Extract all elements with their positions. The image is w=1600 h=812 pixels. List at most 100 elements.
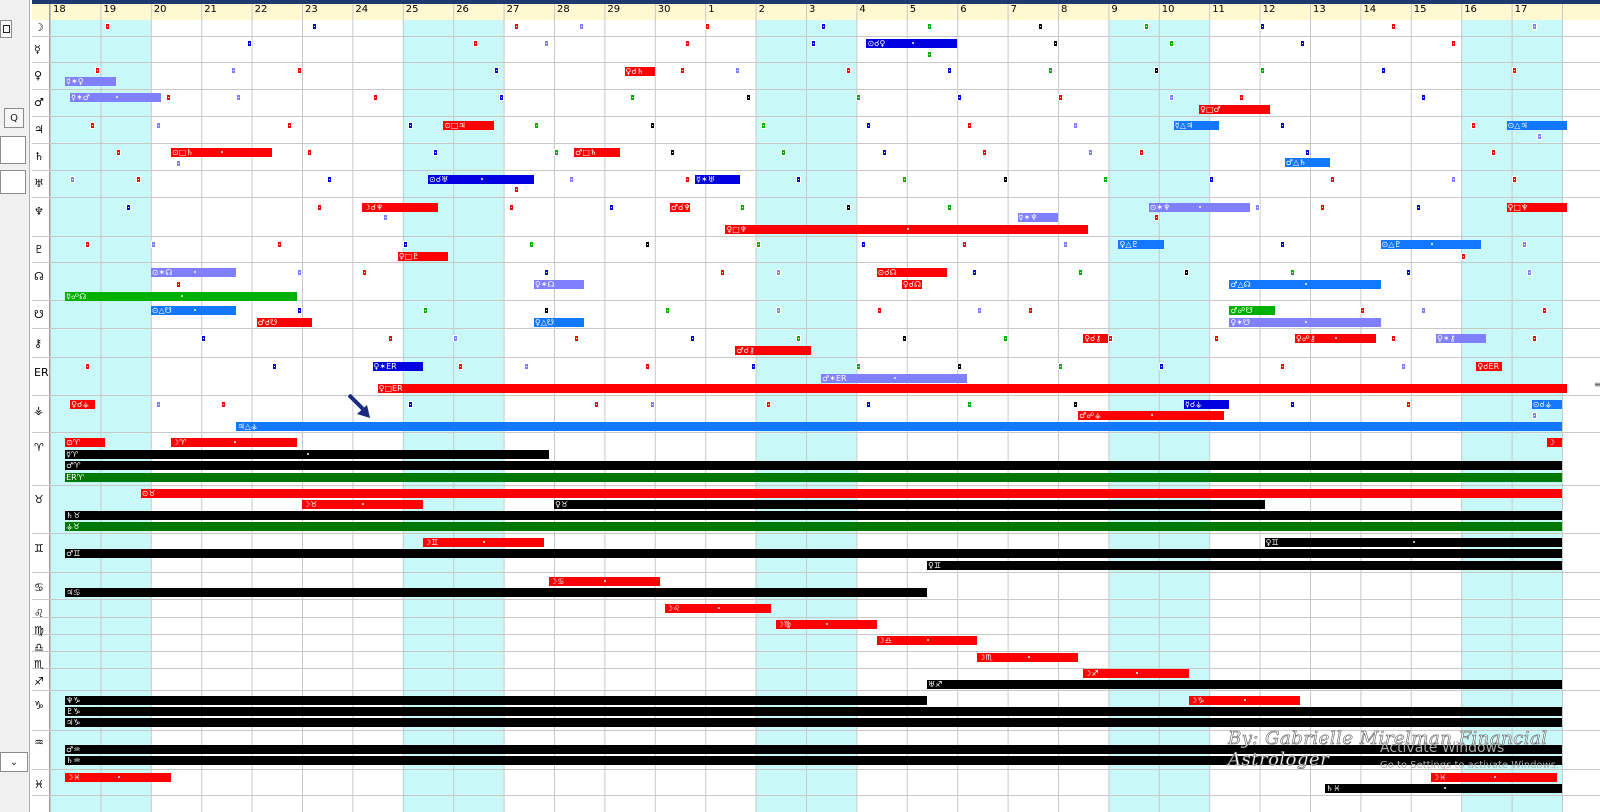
transit-bar-gemini: ♀♊	[1264, 538, 1562, 547]
aspect-marker	[901, 335, 907, 342]
aspect-marker	[1027, 307, 1033, 314]
aspect-marker	[1536, 133, 1542, 140]
transit-bar-pluto: ♀□♇	[397, 252, 449, 261]
transit-bar-label: ♂☌♆	[670, 203, 691, 212]
side-input-1[interactable]	[0, 136, 26, 164]
date-header: 14	[1363, 4, 1377, 15]
bar-midpoint-marker	[1335, 337, 1338, 339]
transit-bar-neptune: ☿✶♆	[1017, 213, 1058, 222]
row-label: ♀	[34, 69, 43, 82]
date-header: 25	[405, 4, 419, 15]
aspect-marker	[1158, 363, 1164, 370]
transit-bar-uranus: ⊙☌♅	[428, 175, 534, 184]
aspect-marker	[1279, 241, 1285, 248]
aspect-marker	[1531, 335, 1537, 342]
bar-midpoint-marker	[1151, 414, 1154, 416]
bar-midpoint-marker	[1443, 787, 1446, 789]
row-label: ☿	[34, 43, 41, 56]
transit-bar-jupiter: ⊙□♃	[443, 121, 494, 130]
aspect-marker	[236, 94, 242, 101]
transit-bar-pisces: ♄♓	[1325, 784, 1562, 793]
transit-bar-label: ⊙☌♅	[429, 175, 449, 184]
aspect-marker	[745, 94, 751, 101]
date-header: 5	[909, 4, 917, 15]
aspect-marker	[644, 363, 650, 370]
date-header: 6	[960, 4, 967, 15]
aspect-marker	[1002, 335, 1008, 342]
aspect-marker	[1209, 176, 1215, 183]
scrollbar-grip[interactable]: ≡	[1594, 380, 1600, 389]
aspect-marker	[317, 204, 323, 211]
transit-bar-er: ♀☌ER	[1476, 362, 1502, 371]
highlight-column-1	[402, 20, 504, 812]
aspect-marker	[1073, 122, 1079, 129]
aspect-marker	[1063, 241, 1069, 248]
bar-midpoint-marker	[193, 309, 196, 311]
aspect-marker	[947, 67, 953, 74]
aspect-marker	[433, 149, 439, 156]
transit-bar-cancer: ☽♋	[548, 577, 660, 586]
bar-midpoint-marker	[1199, 206, 1202, 208]
aspect-marker	[1471, 122, 1477, 129]
left-tool-panel: Q ⌄	[0, 0, 30, 812]
transit-bar-jupiter: ☿△♃	[1173, 121, 1220, 130]
aspect-marker	[422, 307, 428, 314]
row-label: ♒	[34, 736, 44, 749]
save-button[interactable]	[0, 20, 12, 38]
aspect-marker	[296, 67, 302, 74]
date-header: 16	[1464, 4, 1477, 15]
aspect-marker	[1214, 335, 1220, 342]
transit-bar-pluto: ♀△♇	[1118, 240, 1164, 249]
aspect-marker	[1002, 176, 1008, 183]
row-label: ♂	[34, 96, 44, 109]
transit-bar-label: ⊙☌⚶	[1532, 400, 1552, 409]
aspect-marker	[977, 307, 983, 314]
transit-bar-aries: ⊙♈	[65, 438, 106, 447]
aspect-marker	[967, 401, 973, 408]
transit-bar-label: ♂☌☋	[257, 318, 278, 327]
transit-bar-snode: ♀✶☋	[1229, 318, 1381, 327]
aspect-marker	[1058, 363, 1063, 370]
aspect-marker	[1380, 67, 1386, 74]
aspect-marker	[775, 307, 781, 314]
aspect-marker	[1405, 401, 1411, 408]
transit-bar-uranus: ☿✶♅	[695, 175, 741, 184]
date-header: 4	[859, 4, 866, 15]
date-header: 12	[1262, 4, 1276, 15]
aspect-marker	[105, 23, 111, 30]
aspect-marker	[176, 160, 181, 167]
aspect-marker	[513, 186, 519, 193]
transit-bar-label: ♂△♄	[1285, 158, 1307, 167]
transit-bar-label: ☽	[1547, 438, 1556, 447]
aspect-marker	[1360, 307, 1366, 314]
author-signature: By: Gabrielle Mirelman Financial Astrolo…	[1228, 728, 1548, 771]
transit-bar-label: ☽♓	[1431, 773, 1447, 782]
aspect-marker	[1415, 204, 1421, 211]
transit-bar-label: ♀☍⚷	[1295, 334, 1316, 343]
date-header: 30	[657, 4, 671, 15]
aspect-marker	[286, 122, 292, 129]
query-button[interactable]: Q	[4, 108, 24, 128]
aspect-marker	[720, 269, 726, 276]
transit-bar-neptune: ♀□♆	[1506, 203, 1568, 212]
side-input-2[interactable]	[0, 170, 26, 194]
transit-bar-node: ☿☍☊	[65, 292, 297, 301]
row-label: ♊	[34, 542, 44, 555]
transit-bar-label: ♀□ER	[378, 384, 403, 393]
transit-bar-vesta: ⊙☌⚶	[1531, 400, 1562, 409]
date-header: 20	[153, 4, 167, 15]
side-select[interactable]: ⌄	[0, 752, 28, 772]
aspect-marker	[846, 204, 852, 211]
aspect-marker	[407, 401, 413, 408]
transit-bar-venus: ♀☌♄	[624, 67, 655, 76]
transit-bar-label: ⊙☌☊	[877, 268, 897, 277]
aspect-marker	[1052, 40, 1058, 47]
transit-bar-label: ♀✶☊	[534, 280, 555, 289]
row-label: ♈	[34, 441, 44, 454]
row-label: ♎	[34, 641, 44, 654]
top-border	[32, 0, 1600, 4]
date-header: 9	[1111, 4, 1118, 15]
transit-bar-sagittarius: ♅♐	[926, 680, 1562, 689]
transit-bar-mars: ♀□♂	[1199, 105, 1270, 114]
aspect-marker	[876, 307, 882, 314]
